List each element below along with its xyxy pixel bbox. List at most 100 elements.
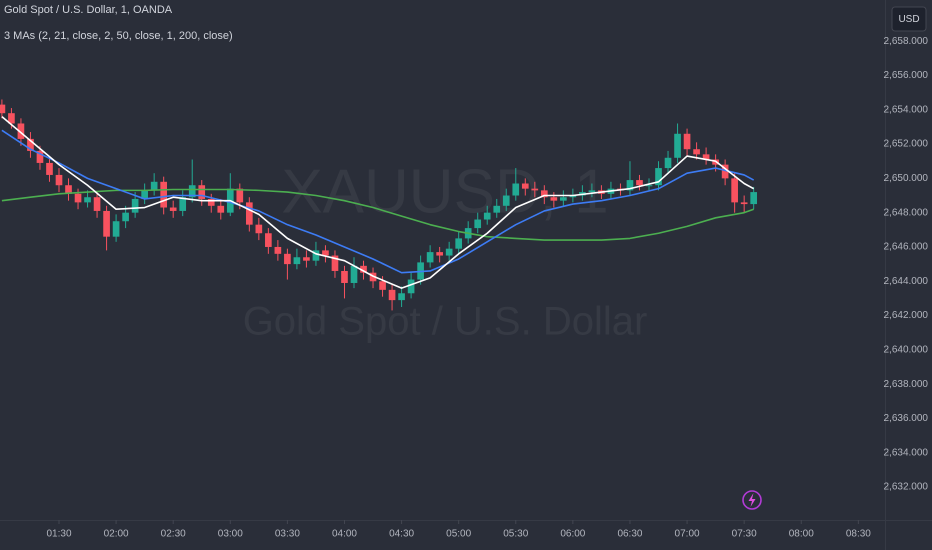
candle-body bbox=[426, 252, 434, 263]
candle-body bbox=[483, 212, 491, 220]
candle-body bbox=[55, 174, 63, 186]
candle-body bbox=[84, 197, 91, 203]
candle-body bbox=[674, 133, 681, 158]
candle-body bbox=[103, 210, 110, 237]
candle-body bbox=[407, 279, 415, 294]
watermark-subtitle: Gold Spot / U.S. Dollar bbox=[243, 300, 648, 344]
candle-body bbox=[350, 265, 358, 283]
x-tick-label: 07:30 bbox=[732, 529, 757, 540]
candle-body bbox=[360, 265, 367, 273]
x-tick-label: 08:00 bbox=[789, 529, 814, 540]
x-tick-label: 07:00 bbox=[675, 529, 700, 540]
candle-body bbox=[502, 195, 510, 206]
candle-body bbox=[693, 149, 700, 155]
y-tick-label: 2,656.000 bbox=[884, 70, 929, 81]
plot-area bbox=[0, 99, 758, 311]
y-tick-label: 2,644.000 bbox=[884, 276, 929, 287]
candle-body bbox=[198, 185, 206, 199]
candle-body bbox=[160, 181, 168, 208]
watermark: XAUUSD, 1 bbox=[281, 157, 608, 226]
candle-body bbox=[740, 202, 748, 205]
candle-body bbox=[512, 183, 520, 196]
candle-body bbox=[474, 219, 482, 229]
candle-body bbox=[207, 198, 215, 206]
candle-body bbox=[436, 252, 443, 256]
x-tick-label: 01:30 bbox=[46, 529, 71, 540]
alert-icon[interactable] bbox=[742, 490, 762, 510]
candle-body bbox=[217, 205, 225, 213]
y-tick-label: 2,648.000 bbox=[884, 207, 929, 218]
candle-body bbox=[493, 205, 501, 213]
moving-average-line bbox=[1, 129, 755, 274]
candle-body bbox=[93, 197, 101, 211]
x-tick-label: 03:30 bbox=[275, 529, 300, 540]
candle-body bbox=[750, 192, 758, 205]
candle-body bbox=[36, 150, 44, 163]
y-tick-label: 2,646.000 bbox=[884, 242, 929, 253]
candle-body bbox=[550, 197, 558, 201]
currency-label[interactable]: USD bbox=[898, 14, 919, 25]
candle-body bbox=[74, 193, 82, 203]
candle-body bbox=[312, 250, 320, 261]
candle-body bbox=[236, 188, 244, 203]
y-tick-label: 2,636.000 bbox=[884, 413, 929, 424]
candle-body bbox=[388, 289, 396, 301]
y-tick-label: 2,650.000 bbox=[884, 173, 929, 184]
candle-body bbox=[569, 195, 577, 198]
y-tick-label: 2,652.000 bbox=[884, 139, 929, 150]
candle-body bbox=[588, 190, 596, 193]
indicator-legend[interactable]: 3 MAs (2, 21, close, 2, 50, close, 1, 20… bbox=[4, 30, 233, 42]
candle-body bbox=[303, 257, 310, 261]
candle-body bbox=[131, 198, 139, 213]
candle-body bbox=[531, 188, 539, 191]
candle-body bbox=[721, 164, 729, 179]
y-tick-label: 2,638.000 bbox=[884, 379, 929, 390]
candle-body bbox=[331, 255, 339, 271]
currency-button[interactable]: USD bbox=[891, 6, 927, 32]
candle-body bbox=[655, 168, 662, 186]
moving-average-line bbox=[1, 116, 755, 289]
candle-body bbox=[27, 138, 34, 151]
candle-body bbox=[445, 248, 453, 256]
candle-body bbox=[293, 257, 301, 265]
candle-body bbox=[731, 178, 738, 203]
candle-body bbox=[169, 207, 177, 211]
y-tick-label: 2,642.000 bbox=[884, 310, 929, 321]
candle-body bbox=[188, 185, 196, 198]
chart-title: Gold Spot / U.S. Dollar, 1, OANDA bbox=[4, 4, 173, 16]
x-tick-label: 06:30 bbox=[617, 529, 642, 540]
candle-body bbox=[274, 246, 282, 254]
candle-body bbox=[636, 180, 643, 186]
candle-body bbox=[179, 197, 187, 211]
candle-body bbox=[683, 133, 691, 150]
candle-body bbox=[521, 183, 529, 189]
y-tick-label: 2,658.000 bbox=[884, 36, 929, 47]
y-tick-label: 2,632.000 bbox=[884, 482, 929, 493]
candle-body bbox=[626, 180, 634, 191]
candle-body bbox=[141, 190, 148, 199]
candle-body bbox=[398, 293, 405, 301]
candle-body bbox=[0, 104, 6, 114]
y-tick-label: 2,634.000 bbox=[884, 447, 929, 458]
x-tick-label: 04:00 bbox=[332, 529, 357, 540]
candle-body bbox=[265, 233, 272, 247]
x-tick-label: 02:00 bbox=[104, 529, 129, 540]
candle-body bbox=[112, 221, 120, 237]
axes: 2,632.000 2,634.000 2,636.000 2,638.000 2,64… bbox=[46, 36, 928, 540]
candle-body bbox=[540, 190, 548, 198]
alert-icon-bolt[interactable] bbox=[748, 493, 756, 507]
x-tick-label: 03:00 bbox=[218, 529, 243, 540]
moving-average-line bbox=[1, 188, 754, 241]
candle-body bbox=[702, 154, 710, 160]
x-tick-label: 08:30 bbox=[846, 529, 871, 540]
candle-body bbox=[645, 185, 653, 187]
x-tick-label: 05:00 bbox=[446, 529, 471, 540]
candle-body bbox=[150, 181, 158, 191]
currency-button-box[interactable] bbox=[891, 6, 927, 32]
candle-body bbox=[8, 113, 15, 124]
candle-body bbox=[65, 185, 72, 194]
candle-body bbox=[455, 238, 463, 249]
